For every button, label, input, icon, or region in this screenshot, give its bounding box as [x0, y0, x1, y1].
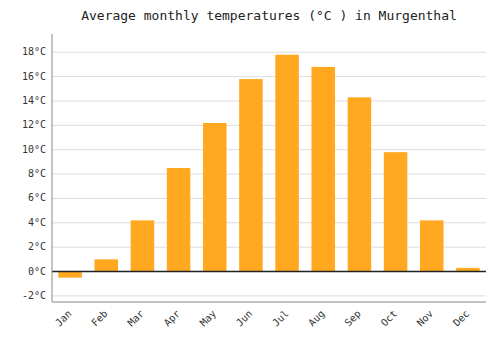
- x-tick-label: Nov: [415, 308, 436, 329]
- bar: [203, 123, 227, 272]
- grid-line: [52, 101, 486, 102]
- bar: [311, 67, 335, 272]
- grid-line: [52, 295, 486, 296]
- y-tick-label: 12°C: [22, 119, 46, 130]
- chart-container: Average monthly temperatures (°C ) in Mu…: [0, 0, 500, 350]
- y-tick-label: 16°C: [22, 71, 46, 82]
- chart-svg: Average monthly temperatures (°C ) in Mu…: [0, 0, 500, 350]
- grid-line: [52, 76, 486, 77]
- y-axis-line: [52, 34, 53, 302]
- x-tick-label: Mar: [125, 308, 146, 329]
- bars: [58, 55, 479, 278]
- bar: [58, 272, 82, 278]
- grid-line: [52, 52, 486, 53]
- bar: [131, 220, 155, 271]
- x-axis-line: [52, 302, 486, 303]
- y-tick-label: 14°C: [22, 95, 46, 106]
- y-tick-label: 0°C: [28, 266, 46, 277]
- bar: [348, 97, 372, 271]
- x-tick-label: Jun: [234, 308, 255, 329]
- y-tick-label: 2°C: [28, 241, 46, 252]
- bar: [384, 152, 408, 271]
- y-tick-label: 18°C: [22, 46, 46, 57]
- bar: [94, 259, 118, 271]
- x-tick-label: Oct: [379, 308, 400, 329]
- y-tick-label: 6°C: [28, 192, 46, 203]
- y-tick-label: 10°C: [22, 144, 46, 155]
- grid-line: [52, 198, 486, 199]
- x-tick-label: Dec: [451, 308, 472, 329]
- x-tick-label: Aug: [306, 308, 327, 329]
- grid-line: [52, 149, 486, 150]
- y-tick-label: 8°C: [28, 168, 46, 179]
- x-tick-label: Jul: [270, 308, 291, 329]
- bar: [167, 168, 191, 272]
- zero-line: [52, 271, 486, 273]
- x-tick-label: Jan: [53, 308, 74, 329]
- bar: [239, 79, 263, 271]
- grid: [52, 52, 486, 296]
- bar: [275, 55, 299, 272]
- grid-line: [52, 174, 486, 175]
- bar: [420, 220, 444, 271]
- y-tick-label: -2°C: [22, 290, 46, 301]
- x-tick-labels: Jan Feb Mar Apr May Jun Jul Aug Sep Oct Nov Dec: [53, 308, 471, 329]
- page: {"chart_data": {"type": "bar", "title": …: [0, 0, 500, 350]
- grid-line: [52, 271, 486, 272]
- x-tick-label: Apr: [162, 308, 183, 329]
- x-tick-label: Feb: [89, 308, 110, 329]
- chart-title: Average monthly temperatures (°C ) in Mu…: [81, 8, 457, 23]
- y-tick-labels: -2°C 0°C 2°C 4°C 6°C 8°C 10°C 12°C 14°C 16°C 18°C: [22, 46, 46, 301]
- grid-line: [52, 125, 486, 126]
- x-tick-label: May: [198, 308, 219, 329]
- x-tick-label: Sep: [342, 308, 363, 329]
- y-tick-label: 4°C: [28, 217, 46, 228]
